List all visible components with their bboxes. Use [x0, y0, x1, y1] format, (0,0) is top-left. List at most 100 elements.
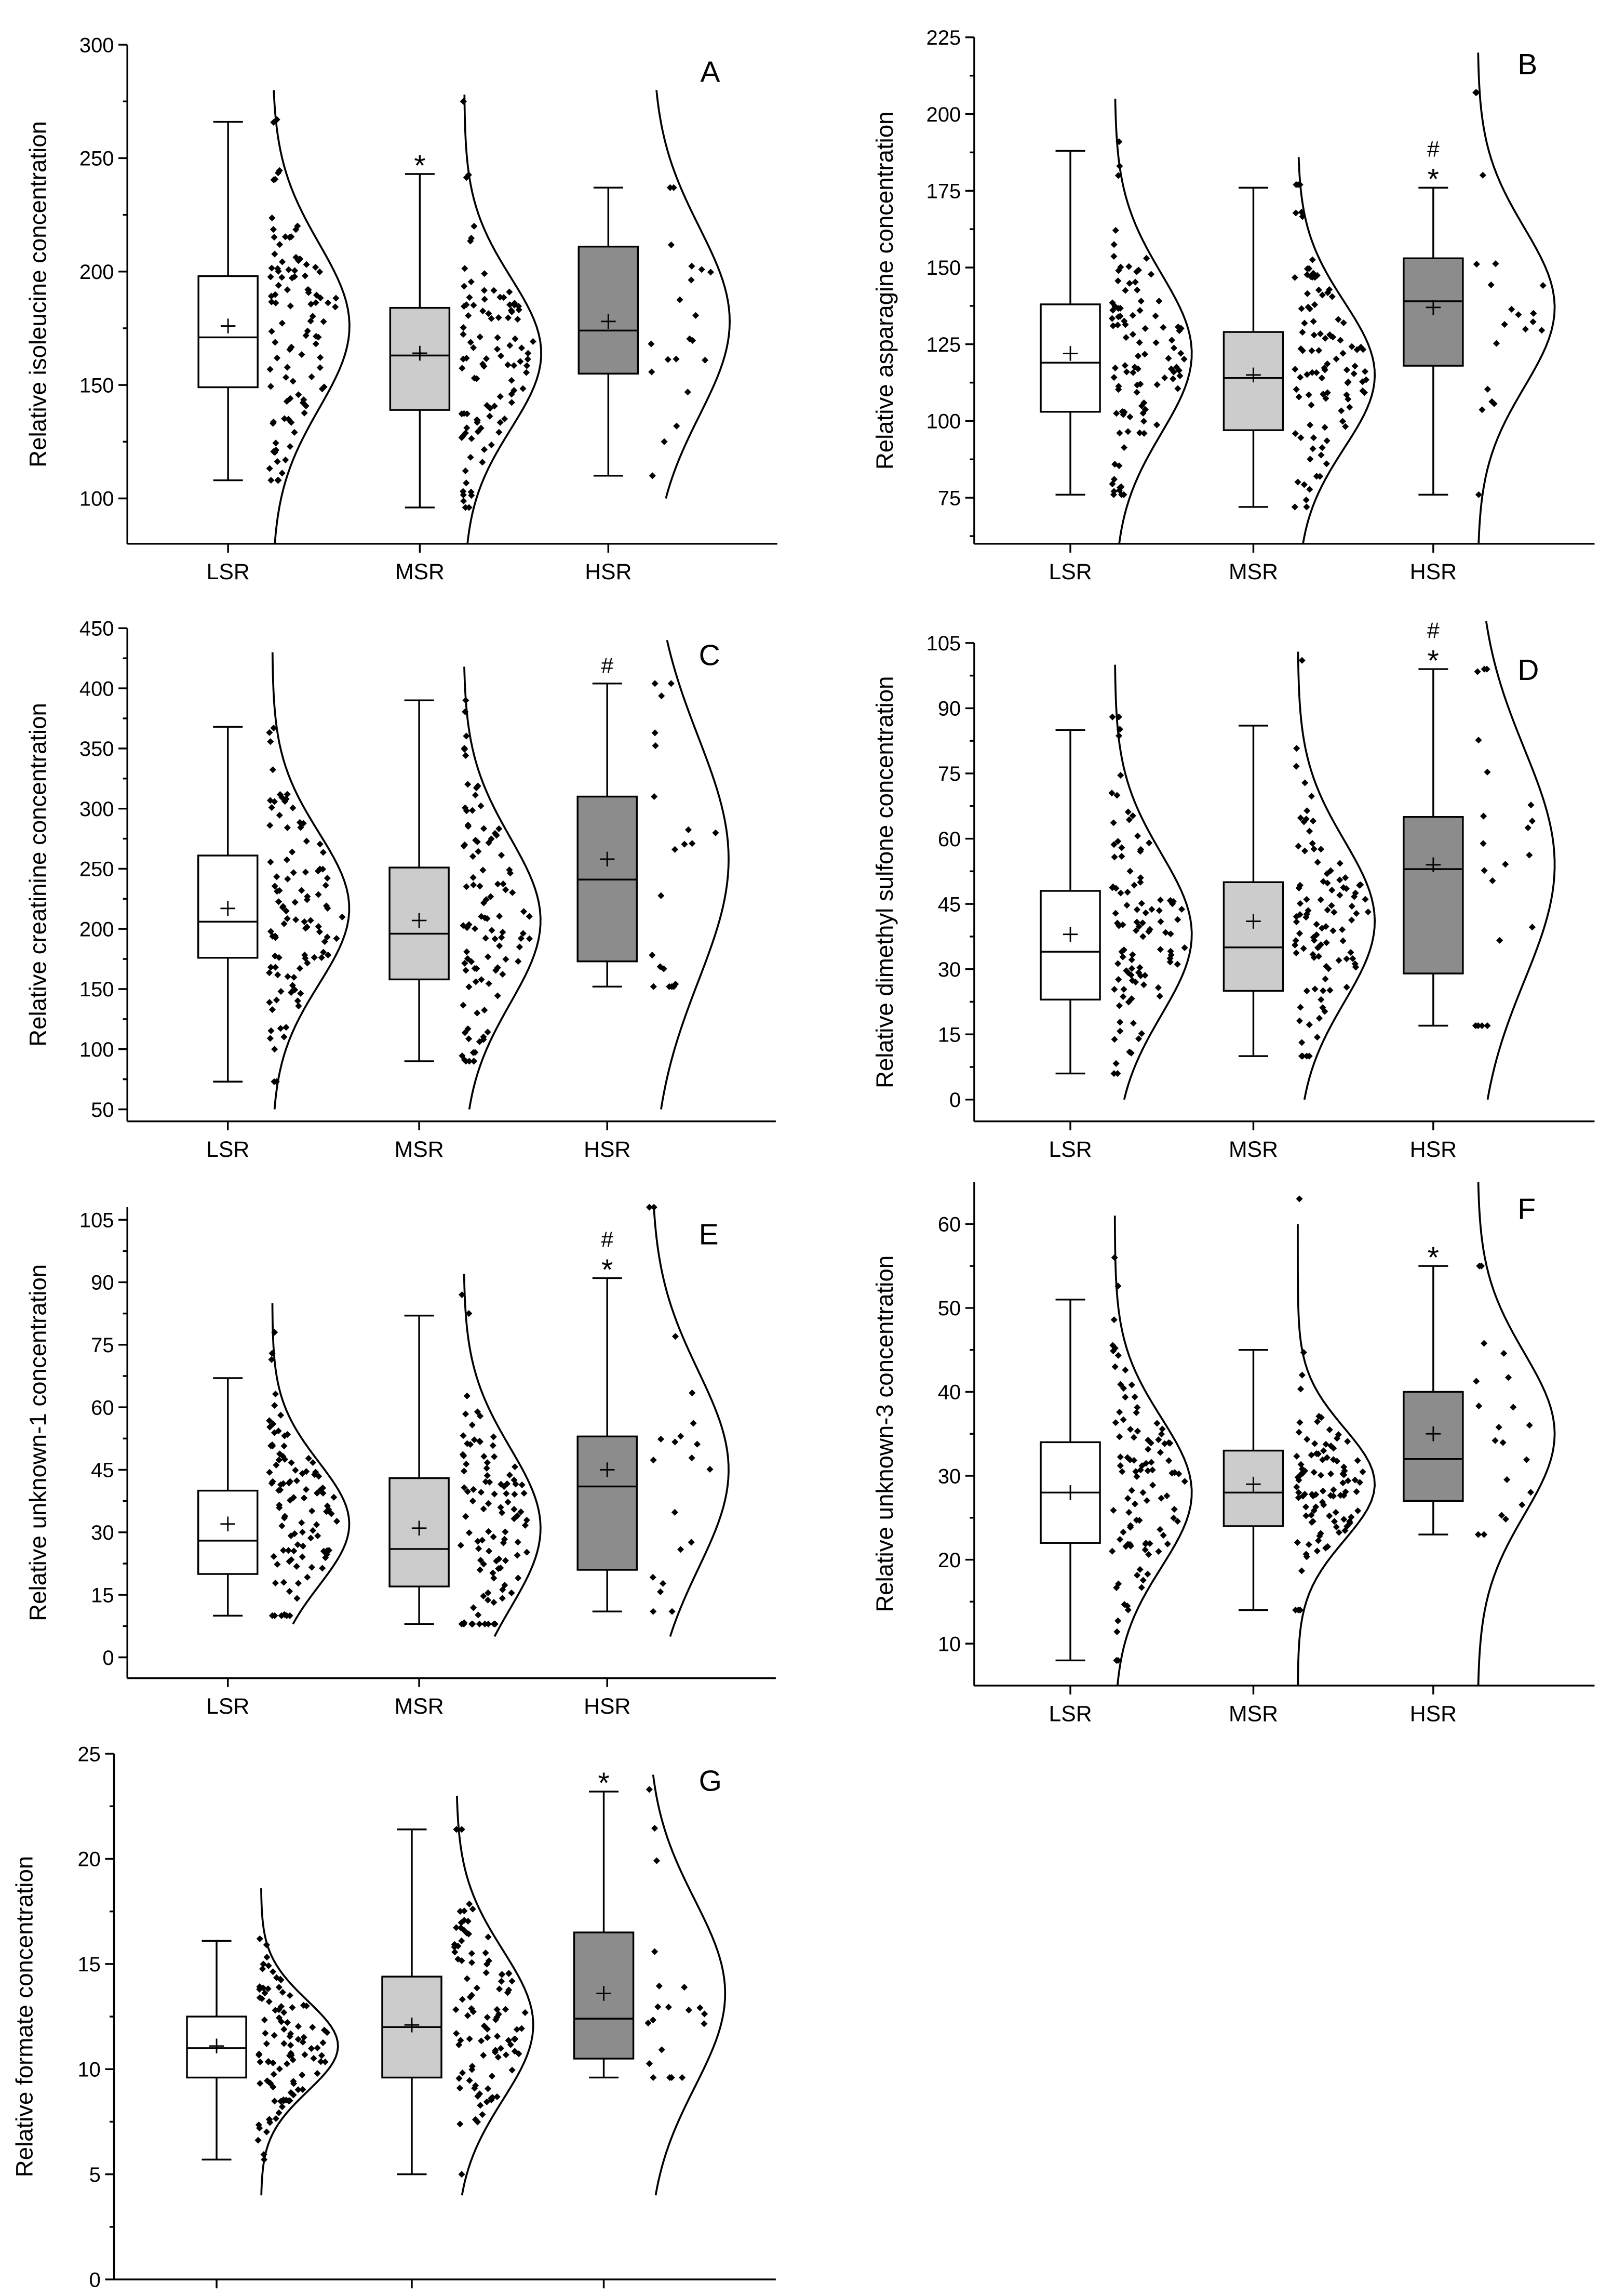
data-point	[464, 955, 472, 963]
data-point	[1180, 355, 1188, 363]
data-point	[1303, 503, 1310, 511]
data-point	[271, 449, 278, 456]
data-point	[508, 308, 516, 315]
data-point	[526, 935, 533, 942]
data-point	[1164, 1540, 1171, 1547]
data-point	[464, 781, 472, 788]
data-point	[464, 821, 472, 829]
data-point	[1489, 877, 1496, 885]
data-point	[273, 1461, 280, 1469]
data-point	[1305, 1541, 1312, 1548]
data-point	[648, 340, 655, 348]
data-point	[483, 1464, 490, 1472]
data-point	[1330, 1486, 1337, 1493]
data-point	[1478, 1262, 1485, 1270]
data-point	[465, 1529, 473, 1537]
data-point	[1117, 1536, 1124, 1543]
data-point	[1143, 255, 1150, 262]
data-point	[325, 1506, 332, 1513]
data-point	[510, 387, 518, 394]
data-point	[469, 807, 476, 814]
data-point	[1321, 364, 1328, 371]
data-point	[1297, 373, 1304, 381]
data-point	[289, 2004, 296, 2011]
y-tick-label: 200	[79, 261, 114, 284]
mean-marker	[1426, 1426, 1441, 1441]
data-point	[316, 268, 324, 275]
data-point	[492, 967, 500, 974]
data-point	[458, 1937, 465, 1944]
data-point	[1302, 496, 1310, 503]
data-point	[1481, 1340, 1488, 1347]
data-point	[489, 2094, 496, 2101]
data-point	[1128, 1381, 1135, 1389]
data-point	[1156, 993, 1163, 1000]
data-point	[502, 1528, 509, 1536]
data-point	[521, 2009, 529, 2017]
data-point	[320, 949, 327, 956]
data-point	[1110, 1070, 1118, 1077]
data-point	[479, 308, 487, 315]
y-tick-label: 90	[91, 1272, 114, 1294]
data-point	[276, 791, 284, 798]
data-point	[1496, 937, 1503, 944]
data-point	[1508, 305, 1515, 313]
data-point	[468, 1950, 475, 1957]
data-point	[1126, 279, 1133, 287]
data-point	[1357, 343, 1365, 351]
data-point	[314, 1532, 321, 1540]
data-point	[311, 954, 318, 961]
data-point	[1335, 957, 1342, 964]
data-point	[1315, 347, 1323, 354]
data-point	[460, 331, 467, 338]
data-point	[315, 1473, 323, 1480]
data-point	[317, 2058, 325, 2065]
data-point	[1167, 930, 1174, 938]
data-point	[280, 1033, 288, 1040]
data-point	[293, 1563, 300, 1570]
data-point	[315, 923, 322, 930]
y-axis-label: Relative dimethyl sulfone concentration	[871, 676, 898, 1088]
data-point	[712, 829, 719, 836]
mean-marker	[404, 2018, 420, 2033]
x-tick-label: LSR	[206, 1694, 249, 1719]
y-tick-label: 30	[938, 958, 961, 981]
data-point	[1295, 884, 1302, 892]
data-point	[321, 2058, 329, 2065]
y-tick-label: 15	[91, 1584, 114, 1607]
data-point	[1138, 1030, 1145, 1037]
panel-letter: F	[1517, 1193, 1536, 1226]
data-point	[668, 2074, 675, 2081]
data-point	[477, 1489, 485, 1496]
data-point	[294, 222, 301, 230]
data-point	[1136, 1566, 1144, 1573]
data-point	[658, 2046, 665, 2053]
data-point	[1121, 317, 1128, 325]
data-point	[1124, 1495, 1132, 1502]
data-point	[1149, 1466, 1156, 1474]
y-tick-label: 150	[79, 374, 114, 397]
data-point	[484, 1596, 491, 1604]
data-point	[291, 899, 299, 906]
distribution-curve	[1114, 98, 1193, 544]
data-point	[1152, 312, 1159, 319]
data-point	[1310, 1469, 1318, 1476]
data-point	[289, 804, 297, 811]
data-point	[288, 274, 295, 282]
data-point	[1323, 963, 1330, 970]
data-point	[646, 1204, 653, 1211]
data-point	[466, 293, 473, 301]
data-point	[1329, 927, 1337, 935]
data-point	[1115, 713, 1123, 720]
data-point	[308, 373, 315, 380]
data-point	[1122, 287, 1129, 294]
data-point	[460, 324, 467, 331]
data-point	[300, 1494, 308, 1502]
data-point	[499, 971, 506, 978]
data-point	[315, 891, 322, 898]
data-point	[1139, 1577, 1147, 1584]
data-point	[1167, 365, 1175, 372]
data-point	[266, 969, 273, 977]
data-point	[1125, 263, 1133, 270]
data-point	[1176, 327, 1183, 335]
